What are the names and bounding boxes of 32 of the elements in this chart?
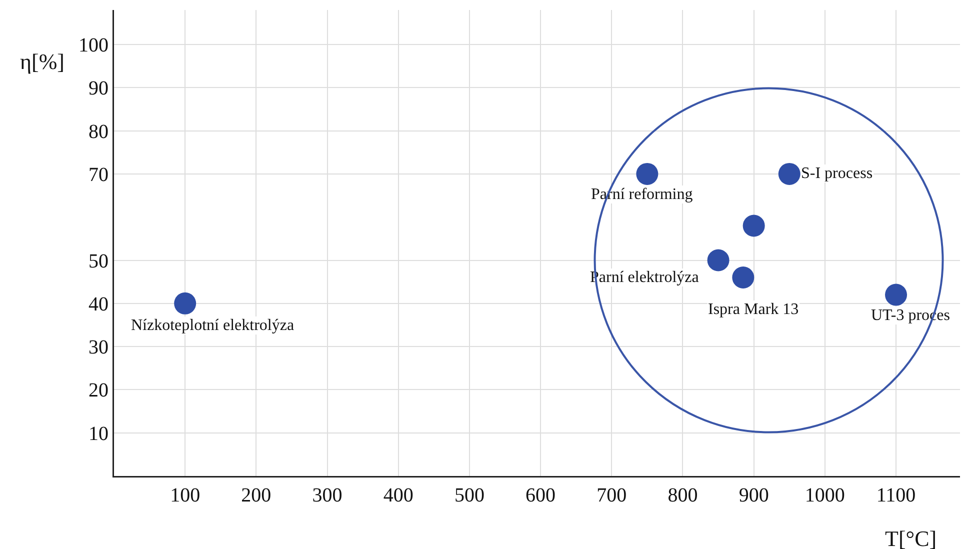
- annotation: Nízkoteplotní elektrolýza: [131, 317, 294, 334]
- x-tick-label: 300: [312, 484, 342, 506]
- point: [742, 214, 765, 237]
- point: [778, 162, 800, 185]
- annotation: Ispra Mark 13: [708, 301, 799, 318]
- y-tick-label: 10: [88, 422, 108, 445]
- point: [732, 266, 754, 289]
- x-tick-label: 400: [383, 484, 414, 506]
- x-tick-label: 900: [738, 484, 769, 506]
- y-axis-title: η[%]: [20, 49, 64, 74]
- y-tick-label: 80: [88, 120, 108, 143]
- point: [636, 162, 658, 185]
- x-axis-title: T[°C]: [885, 526, 937, 549]
- y-tick-label: 100: [78, 34, 108, 57]
- x-tick-label: 100: [170, 484, 200, 506]
- annotation: S-I process: [801, 165, 873, 182]
- x-tick-label: 1100: [876, 484, 916, 506]
- point: [707, 249, 730, 272]
- y-tick-label: 40: [88, 293, 108, 316]
- point: [885, 284, 908, 306]
- y-tick-label: 20: [88, 380, 108, 402]
- y-tick-label: 70: [88, 164, 108, 186]
- x-tick-label: 1000: [804, 484, 845, 506]
- x-tick-label: 600: [526, 484, 556, 506]
- y-tick-label: 30: [88, 336, 108, 359]
- x-tick-label: 700: [596, 484, 627, 506]
- point: [174, 292, 196, 314]
- y-tick-label: 90: [88, 78, 108, 100]
- x-tick-label: 200: [241, 484, 272, 506]
- y-tick-label: 50: [88, 250, 108, 272]
- x-tick-label: 500: [454, 484, 484, 506]
- x-tick-label: 800: [668, 484, 698, 506]
